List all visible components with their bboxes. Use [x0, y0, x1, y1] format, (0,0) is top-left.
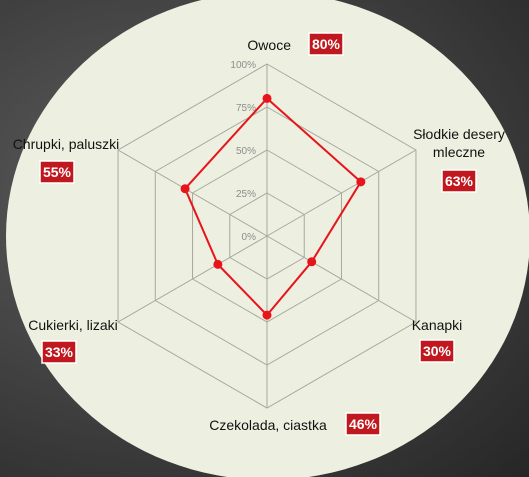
series-layer: [180, 93, 366, 320]
scale-tick-label: 25%: [236, 189, 256, 200]
data-label: 30%: [423, 343, 452, 359]
data-point: [180, 184, 190, 194]
value-badge: [345, 412, 381, 436]
data-label: 46%: [349, 416, 378, 432]
data-point: [356, 177, 366, 187]
radar-grid: [117, 63, 417, 409]
data-point: [307, 257, 317, 267]
value-badge: [41, 340, 77, 364]
scale-tick-label: 50%: [236, 146, 256, 157]
data-label: 55%: [43, 164, 72, 180]
data-point: [213, 259, 223, 269]
value-badge: [39, 160, 75, 184]
chart-panel: [6, 0, 529, 477]
data-label: 63%: [445, 173, 474, 189]
value-badge: [308, 32, 344, 56]
category-label: Czekolada, ciastka: [209, 417, 327, 433]
scale-tick-label: 0%: [242, 232, 257, 243]
scale-labels: 0% 25% 50% 75% 100%: [230, 60, 256, 243]
data-point: [262, 310, 272, 320]
scale-tick-label: 75%: [236, 103, 256, 114]
value-badge: [441, 169, 477, 193]
category-label: Kanapki: [412, 317, 463, 333]
category-label: Cukierki, lizaki: [28, 317, 117, 333]
category-labels: Owoce 80% Słodkie desery mleczne 63% Kanapki 3…: [13, 32, 505, 436]
grid-spoke-5: [117, 149, 268, 237]
category-label: Chrupki, paluszki: [13, 136, 120, 152]
data-point: [262, 93, 272, 103]
grid-spoke-1: [266, 149, 417, 237]
category-label: Słodkie desery mleczne: [413, 126, 505, 160]
data-label: 80%: [312, 36, 341, 52]
grid-spoke-2: [266, 235, 417, 323]
grid-spoke-4: [117, 235, 268, 323]
data-label: 33%: [45, 344, 74, 360]
value-badge: [419, 339, 455, 363]
category-label: Owoce: [247, 37, 291, 53]
scale-tick-label: 100%: [230, 60, 256, 71]
